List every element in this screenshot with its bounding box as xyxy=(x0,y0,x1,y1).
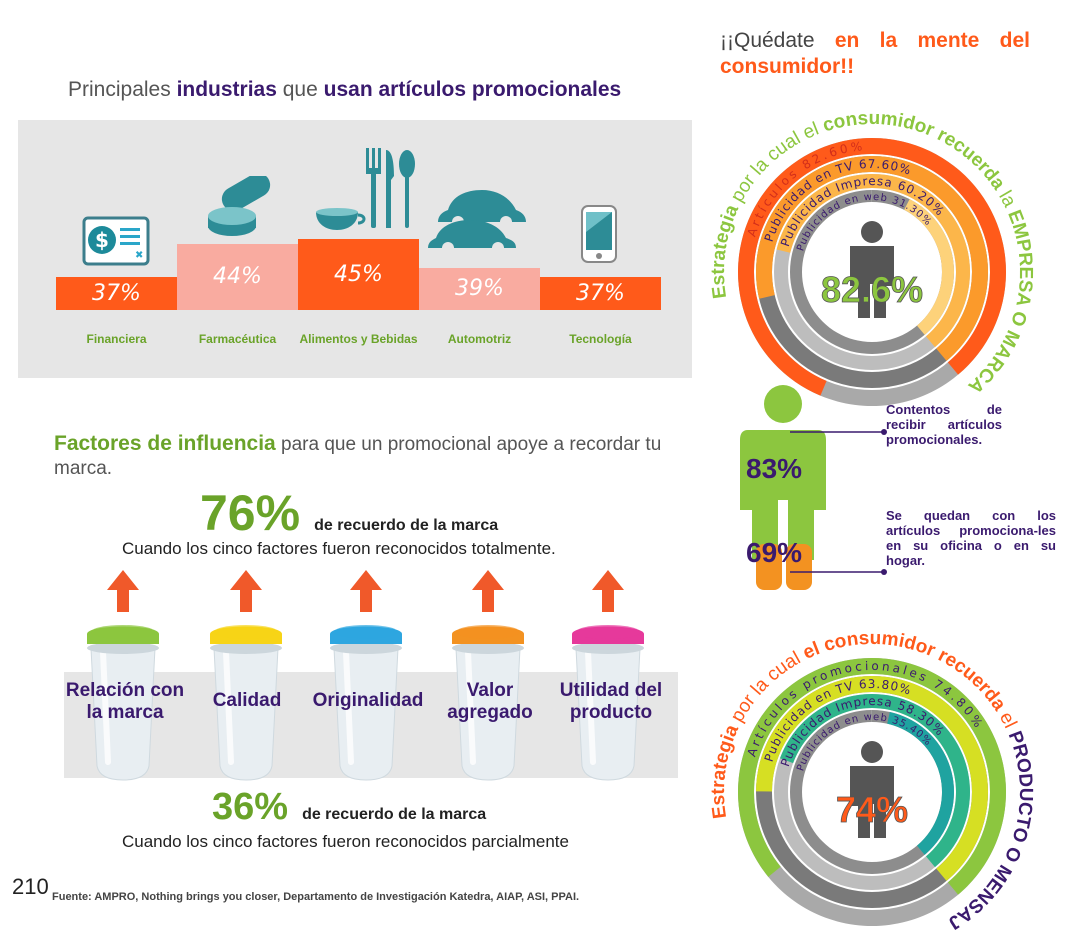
factor-label-line2: producto xyxy=(569,702,653,723)
right-donuts: Artículos 82.60%Publicidad en TV 67.60%P… xyxy=(700,90,1036,933)
factor-label-line1: Originalidad xyxy=(312,690,424,711)
factor-label-line1: Utilidad del xyxy=(559,680,663,701)
donut-series-arc xyxy=(779,693,970,868)
industry-category-label: Automotriz xyxy=(447,332,512,346)
right-heading: ¡¡Quédate en la mente del consumidor!! xyxy=(720,29,1030,78)
factor-cup xyxy=(330,570,402,781)
industry-category-label: Tecnología xyxy=(569,332,632,346)
cutlery-icon xyxy=(316,148,415,230)
industries-title: Principales industrias que usan artículo… xyxy=(68,78,622,101)
figure-top-pct: 83% xyxy=(746,453,803,484)
bottom-stat: 36% de recuerdo de la marca xyxy=(212,786,486,829)
svg-text:$: $ xyxy=(95,228,109,252)
factor-cup xyxy=(452,570,524,781)
top-pct: 76% xyxy=(200,485,301,541)
factor-cup xyxy=(87,570,159,781)
car-icon xyxy=(428,190,526,252)
industry-category-label: Financiera xyxy=(86,332,147,346)
donut-center-value: 82.6% xyxy=(821,269,923,310)
donut-series-arc xyxy=(756,155,988,361)
factor-label-line2: agregado xyxy=(447,702,533,723)
cups-illustration xyxy=(87,570,644,781)
factor-cup xyxy=(572,570,644,781)
top-label: de recuerdo de la marca xyxy=(314,517,499,534)
industry-category-label: Farmacéutica xyxy=(198,332,277,346)
phone-icon xyxy=(581,205,617,263)
factor-label: Originalidad xyxy=(298,690,438,712)
donut-series-arc xyxy=(904,199,954,335)
top-desc: Cuando los cinco factores fueron reconoc… xyxy=(122,539,556,558)
bottom-label: de recuerdo de la marca xyxy=(302,806,487,823)
industries-bars: 37% 44% 45% 39% 37% xyxy=(56,120,663,310)
donut-series-arc xyxy=(738,658,1006,895)
factor-label-line2: la marca xyxy=(86,702,164,723)
bottom-pct: 36% xyxy=(212,786,289,828)
money-card-icon: $ ✖ xyxy=(82,216,150,266)
figure-connectors xyxy=(790,429,887,575)
factor-label: Calidad xyxy=(177,690,317,712)
industries-chart-panel: 37% 44% 45% 39% 37% $ ✖ xyxy=(18,120,692,378)
donut-series-arc xyxy=(756,676,988,881)
source-note: Fuente: AMPRO, Nothing brings you closer… xyxy=(52,891,580,903)
factor-cup xyxy=(210,570,282,781)
page-number: 210 xyxy=(12,874,49,899)
top-stat: 76% de recuerdo de la marca xyxy=(200,484,498,542)
factor-label: Utilidad del producto xyxy=(541,680,681,724)
donut-series-arc xyxy=(776,174,970,348)
pill-icon xyxy=(208,176,271,236)
industry-bar: 37% xyxy=(540,277,661,310)
industry-bar: 45% xyxy=(298,238,419,310)
donut-center-value: 74% xyxy=(836,789,908,830)
person-figure xyxy=(740,385,826,590)
factor-label-line1: Calidad xyxy=(212,690,282,711)
factor-label-line1: Relación con xyxy=(65,680,185,701)
figure-note-1: Contentos de recibir artículos promocion… xyxy=(886,402,1002,447)
factor-label: Valor agregado xyxy=(420,680,560,724)
factor-label-line1: Valor xyxy=(466,680,514,701)
factor-label: Relación con la marca xyxy=(55,680,195,724)
factors-title: Factores de influencia para que un promo… xyxy=(54,432,662,479)
svg-text:✖: ✖ xyxy=(135,250,143,261)
person-icon xyxy=(850,221,894,318)
figure-bottom-pct: 69% xyxy=(746,537,803,568)
bottom-desc: Cuando los cinco factores fueron reconoc… xyxy=(122,832,569,851)
industry-bar: 37% xyxy=(56,277,177,310)
figure-note-2: Se quedan con los artículos promociona-l… xyxy=(886,508,1056,568)
person-icon xyxy=(850,741,894,838)
donut-series-arc xyxy=(887,711,954,855)
industry-bar: 39% xyxy=(419,267,540,310)
industry-bar: 44% xyxy=(177,243,298,310)
industry-category-label: Alimentos y Bebidas xyxy=(299,332,418,346)
